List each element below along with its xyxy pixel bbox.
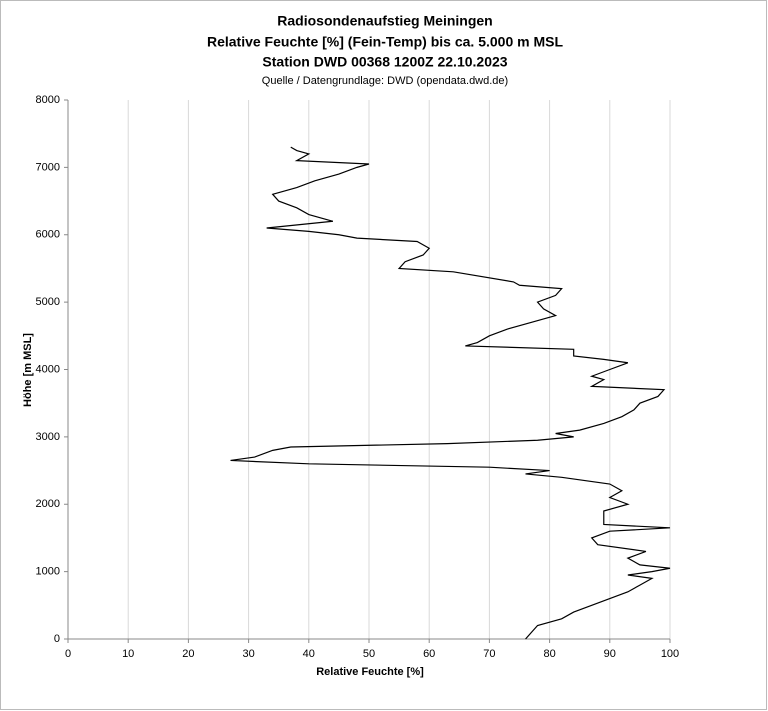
- x-tick-label: 0: [65, 648, 71, 660]
- x-tick-label: 90: [604, 648, 616, 660]
- y-tick-label: 0: [54, 633, 60, 645]
- y-axis-label: Höhe [m MSL]: [22, 333, 34, 407]
- source-note: Quelle / Datengrundlage: DWD (opendata.d…: [262, 75, 508, 87]
- x-axis-label: Relative Feuchte [%]: [316, 666, 424, 678]
- x-tick-label: 40: [303, 648, 315, 660]
- x-tick-label: 70: [483, 648, 495, 660]
- x-tick-label: 100: [661, 648, 679, 660]
- profile-line: [230, 146, 671, 640]
- y-tick-label: 8000: [36, 94, 60, 106]
- x-tick-label: 10: [122, 648, 134, 660]
- y-tick-label: 7000: [36, 161, 60, 173]
- chart-title: Radiosondenaufstieg Meiningen: [277, 13, 492, 29]
- x-tick-label: 20: [182, 648, 194, 660]
- y-tick-label: 1000: [36, 566, 60, 578]
- chart-subtitle: Station DWD 00368 1200Z 22.10.2023: [262, 54, 507, 70]
- x-tick-label: 80: [543, 648, 555, 660]
- y-tick-label: 3000: [36, 431, 60, 443]
- x-tick-label: 30: [242, 648, 254, 660]
- y-tick-label: 6000: [36, 229, 60, 241]
- y-tick-label: 5000: [36, 296, 60, 308]
- chart-subtitle: Relative Feuchte [%] (Fein-Temp) bis ca.…: [207, 34, 563, 50]
- x-tick-label: 60: [423, 648, 435, 660]
- y-tick-label: 4000: [36, 363, 60, 375]
- x-tick-label: 50: [363, 648, 375, 660]
- y-tick-label: 2000: [36, 498, 60, 510]
